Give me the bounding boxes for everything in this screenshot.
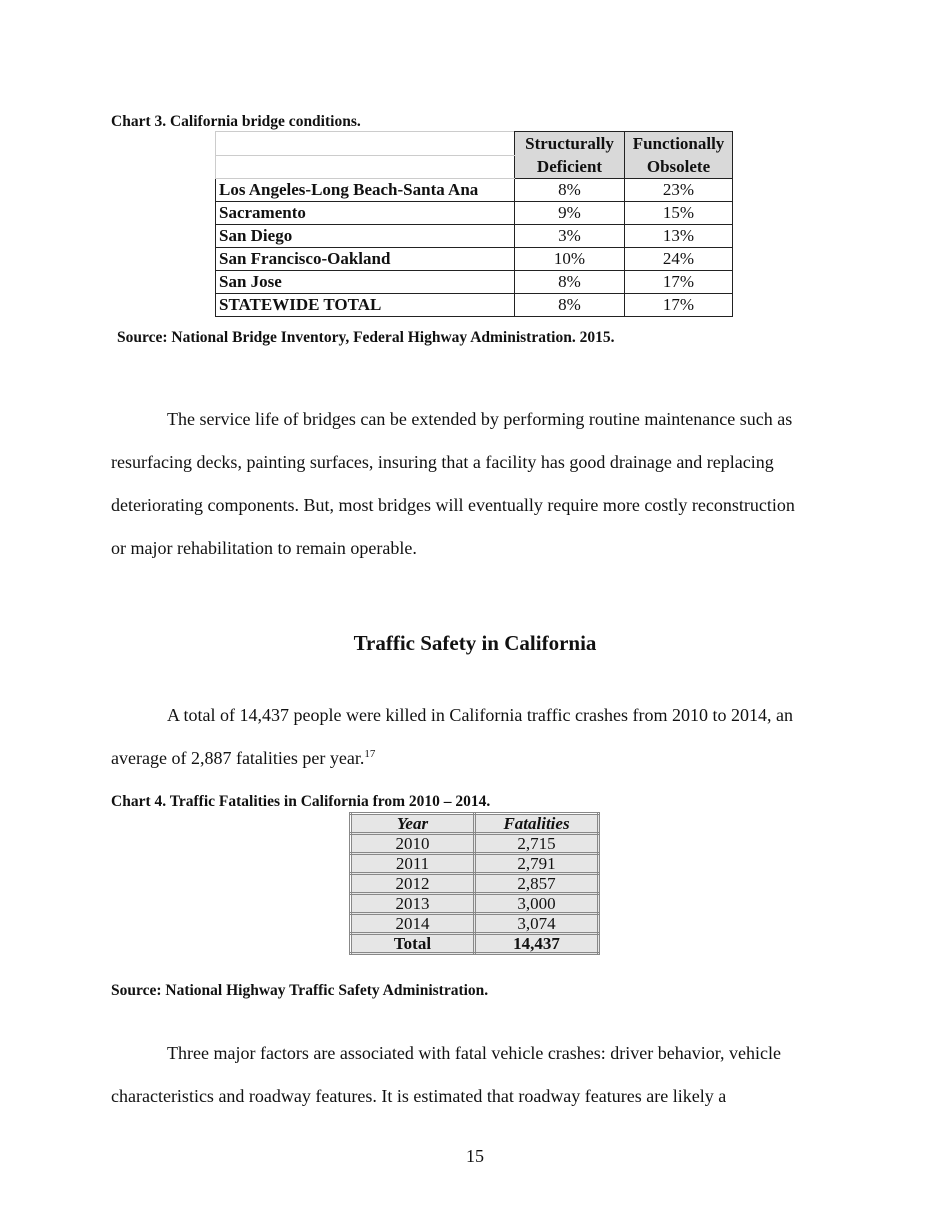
fatalities-cell: 2,857 [473, 872, 600, 895]
section-heading: Traffic Safety in California [353, 631, 597, 655]
fo-cell: 13% [624, 224, 733, 248]
table-header-row: Year Fatalities [349, 812, 600, 835]
header-blank-cell [215, 131, 515, 156]
bridge-conditions-table: Structurally Functionally Deficient Obso… [215, 131, 733, 317]
footnote-reference[interactable]: 17 [364, 748, 376, 760]
chart4-caption: Chart 4. Traffic Fatalities in Californi… [111, 793, 491, 810]
sd-cell: 8% [514, 270, 625, 294]
year-cell: 2014 [349, 912, 476, 935]
paragraph-line: deteriorating components. But, most brid… [111, 495, 795, 515]
region-cell: Los Angeles-Long Beach-Santa Ana [215, 178, 515, 202]
sd-cell: 3% [514, 224, 625, 248]
year-cell: 2010 [349, 832, 476, 855]
header-obsolete: Obsolete [624, 155, 733, 179]
paragraph-line: The service life of bridges can be exten… [167, 409, 793, 429]
region-cell: Sacramento [215, 201, 515, 225]
table-row: 2012 2,857 [349, 872, 600, 895]
paragraph-line: or major rehabilitation to remain operab… [111, 538, 417, 558]
sd-cell: 8% [514, 293, 625, 317]
table-row: Los Angeles-Long Beach-Santa Ana 8% 23% [215, 178, 733, 202]
region-cell: San Jose [215, 270, 515, 294]
table-row: 2014 3,074 [349, 912, 600, 935]
header-structurally: Structurally [514, 131, 625, 155]
header-blank-cell [215, 154, 515, 179]
table-row: STATEWIDE TOTAL 8% 17% [215, 293, 733, 317]
paragraph-line: resurfacing decks, painting surfaces, in… [111, 452, 774, 472]
fatalities-cell: 2,791 [473, 852, 600, 875]
table-row: San Diego 3% 13% [215, 224, 733, 248]
header-functionally: Functionally [624, 131, 733, 155]
sd-cell: 8% [514, 178, 625, 202]
paragraph-line: Three major factors are associated with … [167, 1043, 781, 1063]
header-deficient: Deficient [514, 155, 625, 179]
region-cell: San Diego [215, 224, 515, 248]
table-row: San Jose 8% 17% [215, 270, 733, 294]
fo-cell: 24% [624, 247, 733, 271]
total-label: Total [349, 932, 476, 955]
sd-cell: 10% [514, 247, 625, 271]
paragraph-text: average of 2,887 fatalities per year. [111, 748, 365, 768]
fo-cell: 23% [624, 178, 733, 202]
total-row: Total 14,437 [349, 932, 600, 955]
fo-cell: 17% [624, 293, 733, 317]
year-cell: 2012 [349, 872, 476, 895]
table-row: San Francisco-Oakland 10% 24% [215, 247, 733, 271]
table-row: Sacramento 9% 15% [215, 201, 733, 225]
chart3-caption: Chart 3. California bridge conditions. [111, 113, 361, 130]
table-header-row: Structurally Functionally [215, 131, 733, 156]
header-fatalities: Fatalities [473, 812, 600, 835]
paragraph-line: A total of 14,437 people were killed in … [167, 705, 794, 725]
paragraph-line: average of 2,887 fatalities per year.17 [111, 748, 375, 769]
year-cell: 2011 [349, 852, 476, 875]
chart4-source: Source: National Highway Traffic Safety … [111, 982, 489, 999]
fatalities-cell: 2,715 [473, 832, 600, 855]
year-cell: 2013 [349, 892, 476, 915]
total-value: 14,437 [473, 932, 600, 955]
table-row: 2011 2,791 [349, 852, 600, 875]
table-row: 2013 3,000 [349, 892, 600, 915]
region-cell: STATEWIDE TOTAL [215, 293, 515, 317]
paragraph-line: characteristics and roadway features. It… [111, 1086, 727, 1106]
table-row: 2010 2,715 [349, 832, 600, 855]
fo-cell: 17% [624, 270, 733, 294]
traffic-fatalities-table: Year Fatalities 2010 2,715 2011 2,791 2012 2… [349, 812, 600, 955]
fatalities-cell: 3,000 [473, 892, 600, 915]
chart3-source: Source: National Bridge Inventory, Feder… [117, 329, 615, 346]
page-number: 15 [466, 1146, 484, 1166]
table-header-row: Deficient Obsolete [215, 154, 733, 179]
fo-cell: 15% [624, 201, 733, 225]
header-year: Year [349, 812, 476, 835]
sd-cell: 9% [514, 201, 625, 225]
fatalities-cell: 3,074 [473, 912, 600, 935]
region-cell: San Francisco-Oakland [215, 247, 515, 271]
